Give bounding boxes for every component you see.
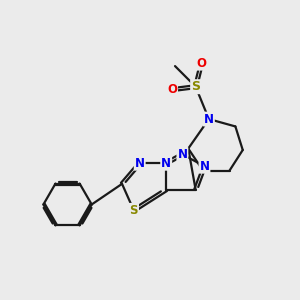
Text: S: S <box>191 80 200 93</box>
Text: N: N <box>135 157 145 170</box>
Text: O: O <box>167 83 177 96</box>
Text: S: S <box>130 204 138 217</box>
Text: O: O <box>196 57 206 70</box>
Text: N: N <box>200 160 209 173</box>
Text: N: N <box>177 148 188 161</box>
Text: N: N <box>161 157 171 170</box>
Text: N: N <box>204 112 214 126</box>
